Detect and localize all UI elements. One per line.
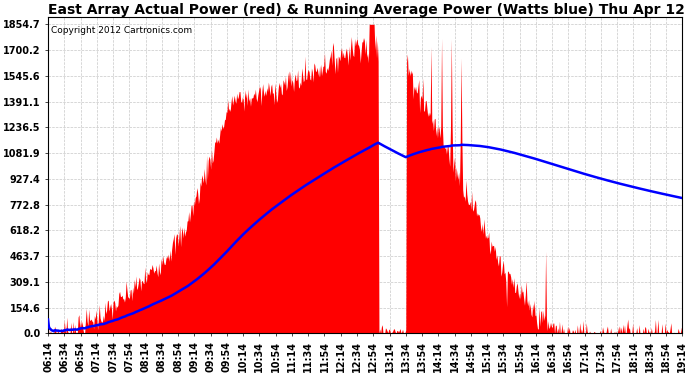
- Text: East Array Actual Power (red) & Running Average Power (Watts blue) Thu Apr 12 19: East Array Actual Power (red) & Running …: [48, 3, 690, 17]
- Text: Copyright 2012 Cartronics.com: Copyright 2012 Cartronics.com: [51, 26, 193, 35]
